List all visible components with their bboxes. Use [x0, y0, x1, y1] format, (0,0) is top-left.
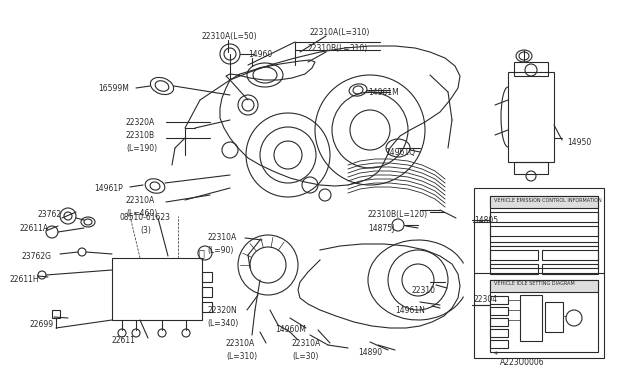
Text: 14805: 14805 — [474, 216, 498, 225]
Bar — [542, 264, 598, 274]
Text: 22310A: 22310A — [207, 233, 236, 242]
Text: 22310B: 22310B — [126, 131, 155, 140]
Bar — [520, 295, 542, 341]
Bar — [514, 62, 548, 76]
Text: 14950: 14950 — [567, 138, 591, 147]
Text: 22310A: 22310A — [226, 339, 255, 348]
Bar — [202, 272, 212, 282]
Bar — [112, 258, 202, 320]
Text: *: * — [494, 351, 499, 360]
Text: 22310B(L=120): 22310B(L=120) — [368, 210, 428, 219]
Text: 22304: 22304 — [474, 295, 498, 304]
Text: 14890: 14890 — [358, 348, 382, 357]
Text: 22310A: 22310A — [126, 196, 156, 205]
Bar — [542, 250, 598, 260]
Text: VEHICLE IDLE SETTING DIAGRAM: VEHICLE IDLE SETTING DIAGRAM — [494, 281, 575, 286]
Bar — [490, 250, 538, 260]
Text: 22611H: 22611H — [10, 275, 40, 284]
Text: 22611A: 22611A — [20, 224, 49, 233]
Text: (L=340): (L=340) — [207, 319, 238, 328]
Bar — [490, 296, 508, 304]
Bar — [52, 310, 60, 318]
Text: 23762: 23762 — [38, 210, 62, 219]
Bar — [490, 226, 598, 236]
Text: 22310B(L=310): 22310B(L=310) — [307, 44, 367, 53]
Text: 16599M: 16599M — [98, 84, 129, 93]
Text: 23762G: 23762G — [22, 252, 52, 261]
Bar — [490, 307, 508, 315]
Text: 14960M: 14960M — [275, 325, 306, 334]
Bar — [474, 188, 604, 358]
Text: (L=190): (L=190) — [126, 144, 157, 153]
Text: (3): (3) — [140, 226, 151, 235]
Bar — [490, 212, 598, 222]
Text: 22310: 22310 — [412, 286, 436, 295]
Text: 22310A(L=310): 22310A(L=310) — [310, 28, 371, 37]
Bar — [545, 302, 563, 332]
Text: VEHICLE EMISSION CONTROL INFORMATION: VEHICLE EMISSION CONTROL INFORMATION — [494, 198, 602, 203]
Bar — [490, 196, 598, 268]
Text: 22699: 22699 — [30, 320, 54, 329]
Text: 14961M: 14961M — [368, 88, 399, 97]
Text: 14961Q: 14961Q — [385, 148, 415, 157]
Bar — [490, 196, 598, 208]
Bar — [490, 340, 508, 348]
Text: (L=90): (L=90) — [207, 246, 234, 255]
Text: (L=460): (L=460) — [126, 209, 157, 218]
Bar — [202, 287, 212, 297]
Text: 14875J: 14875J — [368, 224, 394, 233]
Text: 22611: 22611 — [112, 336, 136, 345]
Text: (L=310): (L=310) — [226, 352, 257, 361]
Bar — [508, 72, 554, 162]
Bar — [490, 280, 598, 292]
Text: 08510-61623: 08510-61623 — [120, 213, 171, 222]
Text: A223U0006: A223U0006 — [500, 358, 545, 367]
Text: 22320N: 22320N — [207, 306, 237, 315]
Text: 22320A: 22320A — [126, 118, 156, 127]
Text: 22310A(L=50): 22310A(L=50) — [202, 32, 258, 41]
Bar — [490, 264, 538, 274]
Bar — [490, 318, 508, 326]
Text: Ⓢ: Ⓢ — [199, 248, 205, 258]
Bar — [514, 162, 548, 174]
Text: (L=30): (L=30) — [292, 352, 318, 361]
Bar — [490, 329, 508, 337]
Text: 14960: 14960 — [248, 50, 272, 59]
Text: 14961N: 14961N — [395, 306, 425, 315]
Text: 22310A: 22310A — [292, 339, 321, 348]
Text: 14961P: 14961P — [94, 184, 123, 193]
Bar — [490, 280, 598, 352]
Bar — [202, 302, 212, 312]
